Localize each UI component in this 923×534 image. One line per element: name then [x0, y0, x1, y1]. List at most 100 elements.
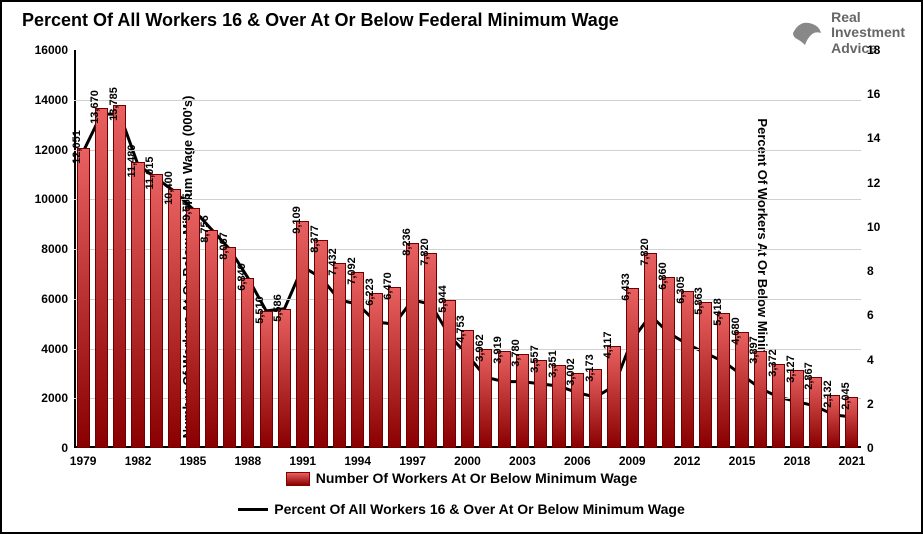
bar: 6,433	[626, 288, 639, 448]
bar: 9,655	[186, 208, 199, 448]
bar: 7,820	[424, 253, 437, 448]
y2-tick: 18	[867, 43, 880, 57]
bar-value-label: 9,109	[291, 207, 303, 235]
bar-value-label: 12,051	[71, 130, 83, 164]
bar: 8,756	[205, 230, 218, 448]
legend-item-line: Percent Of All Workers 16 & Over At Or B…	[238, 497, 685, 522]
bar: 3,351	[552, 365, 565, 448]
bar: 3,919	[498, 351, 511, 448]
bar: 3,127	[790, 370, 803, 448]
bar: 3,962	[479, 349, 492, 448]
bar: 2,045	[845, 397, 858, 448]
grid-line	[74, 150, 861, 151]
y2-tick: 6	[867, 308, 874, 322]
bar-value-label: 3,372	[767, 349, 779, 377]
bar: 12,051	[77, 148, 90, 448]
bar-value-label: 3,002	[565, 359, 577, 387]
bar: 5,510	[260, 311, 273, 448]
bar: 11,480	[131, 162, 144, 448]
bar-value-label: 3,351	[547, 350, 559, 378]
y2-tick: 12	[867, 176, 880, 190]
bar-value-label: 7,092	[346, 257, 358, 285]
chart-container: Percent Of All Workers 16 & Over At Or B…	[0, 0, 923, 534]
bar-value-label: 6,305	[675, 276, 687, 304]
bar: 2,867	[809, 377, 822, 448]
bar-value-label: 3,897	[748, 336, 760, 364]
grid-line	[74, 100, 861, 101]
bar-value-label: 2,867	[803, 362, 815, 390]
bar-value-label: 3,173	[584, 354, 596, 382]
bar: 4,753	[461, 330, 474, 448]
bar-swatch-icon	[286, 472, 310, 486]
y1-tick: 10000	[35, 192, 68, 206]
bar: 8,236	[406, 243, 419, 448]
bar: 6,849	[241, 278, 254, 448]
bar: 5,418	[717, 313, 730, 448]
bar-value-label: 11,480	[126, 145, 138, 178]
bar-value-label: 5,586	[272, 294, 284, 322]
plot-area: 0200040006000800010000120001400016000024…	[74, 50, 861, 448]
y2-tick: 10	[867, 220, 880, 234]
bar-value-label: 5,510	[254, 296, 266, 324]
bar: 2,132	[827, 395, 840, 448]
bar: 3,173	[589, 369, 602, 448]
legend-item-bars: Number Of Workers At Or Below Minimum Wa…	[286, 466, 638, 491]
bar: 3,557	[534, 360, 547, 448]
bar-value-label: 8,236	[401, 228, 413, 256]
bar: 7,820	[644, 253, 657, 448]
eagle-icon	[785, 13, 825, 53]
bar: 10,400	[168, 189, 181, 448]
bar: 6,860	[662, 277, 675, 448]
y2-tick: 4	[867, 353, 874, 367]
bar-value-label: 13,785	[108, 87, 120, 121]
bar: 6,305	[681, 291, 694, 448]
y2-tick: 16	[867, 87, 880, 101]
bar: 8,067	[223, 247, 236, 448]
bar: 4,117	[607, 346, 620, 448]
bar-value-label: 13,670	[89, 90, 101, 124]
bar-value-label: 8,756	[199, 215, 211, 243]
bar-value-label: 6,470	[382, 272, 394, 300]
y2-tick: 2	[867, 397, 874, 411]
bar: 6,223	[369, 293, 382, 448]
bar-value-label: 10,400	[163, 171, 175, 205]
bar-value-label: 6,223	[364, 278, 376, 306]
bar-value-label: 5,944	[437, 285, 449, 313]
line-swatch-icon	[238, 508, 268, 511]
bar: 3,372	[772, 364, 785, 448]
bar-value-label: 8,377	[309, 225, 321, 253]
bar-value-label: 3,962	[474, 335, 486, 363]
bar: 6,470	[388, 287, 401, 448]
bar-value-label: 3,780	[510, 339, 522, 367]
y1-tick: 6000	[41, 292, 68, 306]
bar: 3,002	[571, 373, 584, 448]
bar: 5,586	[278, 309, 291, 448]
y1-tick: 4000	[41, 342, 68, 356]
y1-tick: 12000	[35, 143, 68, 157]
bar-value-label: 6,849	[236, 263, 248, 291]
bar-value-label: 5,418	[712, 298, 724, 326]
y2-tick: 0	[867, 441, 874, 455]
bar: 3,780	[516, 354, 529, 448]
bar: 3,897	[754, 351, 767, 448]
y2-tick: 8	[867, 264, 874, 278]
y1-tick: 0	[61, 441, 68, 455]
bar-value-label: 4,117	[602, 331, 614, 358]
bar: 9,109	[296, 221, 309, 448]
logo-text-1: Real	[831, 10, 905, 25]
bar-value-label: 5,863	[693, 287, 705, 315]
bar-value-label: 4,680	[730, 317, 742, 345]
y1-tick: 8000	[41, 242, 68, 256]
bar-value-label: 3,557	[529, 345, 541, 373]
bar-value-label: 7,820	[639, 239, 651, 267]
bar-value-label: 3,919	[492, 336, 504, 364]
bar-value-label: 9,655	[181, 193, 193, 221]
bar: 5,863	[699, 302, 712, 448]
bar-value-label: 8,067	[218, 233, 230, 261]
y2-tick: 14	[867, 131, 880, 145]
bar: 7,432	[333, 263, 346, 448]
bar-value-label: 2,132	[822, 380, 834, 408]
bar-value-label: 3,127	[785, 355, 797, 383]
bar-value-label: 7,820	[419, 239, 431, 267]
chart-title: Percent Of All Workers 16 & Over At Or B…	[22, 10, 619, 31]
